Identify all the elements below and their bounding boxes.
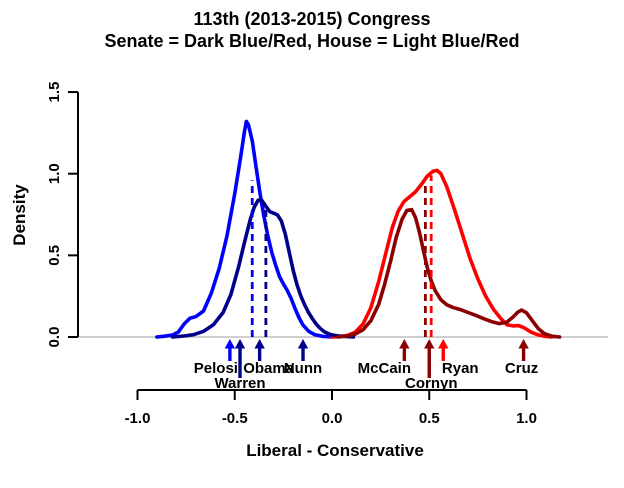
x-tick-label: -1.0 <box>125 410 151 427</box>
annotation-nunn-arrow-head <box>297 339 309 349</box>
y-tick-label: 1.0 <box>46 163 63 184</box>
y-tick-label: 0.5 <box>46 245 63 266</box>
y-tick-label: 0.0 <box>46 327 63 348</box>
annotation-ryan-label: Ryan <box>442 360 479 377</box>
curve-house-republicans <box>330 168 554 339</box>
annotation-cornyn-arrow-head <box>424 339 435 349</box>
curve-house-democrats <box>155 119 334 339</box>
curve-senate-democrats <box>170 198 356 339</box>
annotation-mccain-arrow-head <box>399 339 410 349</box>
density-curves <box>155 119 562 339</box>
x-tick-label: 0.0 <box>322 410 343 427</box>
median-dashed-lines <box>250 175 433 337</box>
annotation-mccain-label: McCain <box>358 360 411 377</box>
chart-title: 113th (2013-2015) Congress <box>193 9 430 29</box>
annotation-ryan-arrow-head <box>438 339 449 349</box>
x-tick-label: 1.0 <box>516 410 537 427</box>
x-tick-label: -0.5 <box>222 410 248 427</box>
y-tick-label: 1.5 <box>46 82 63 103</box>
curve-senate-republicans <box>335 207 562 339</box>
annotation-warren-arrow-head <box>234 339 246 349</box>
y-axis-title: Density <box>10 184 29 246</box>
annotation-cruz-arrow-head <box>518 339 529 349</box>
annotation-cruz-label: Cruz <box>505 360 538 377</box>
annotation-pelosi-arrow-head <box>224 339 236 349</box>
x-tick-label: 0.5 <box>419 410 440 427</box>
annotation-cornyn-label: Cornyn <box>405 375 458 392</box>
annotation-pelosi-label: Pelosi <box>194 360 238 377</box>
x-axis-title: Liberal - Conservative <box>246 441 424 460</box>
annotation-warren-label: Warren <box>214 375 265 392</box>
axes: -1.0 -0.5 0.0 0.5 1.0 0.0 0.5 1.0 1.5 <box>46 82 537 427</box>
chart-subtitle: Senate = Dark Blue/Red, House = Light Bl… <box>104 31 519 51</box>
annotation-nunn-label: Nunn <box>284 360 322 377</box>
annotation-obama-label: Obama <box>243 360 295 377</box>
annotation-obama-arrow-head <box>254 339 265 349</box>
